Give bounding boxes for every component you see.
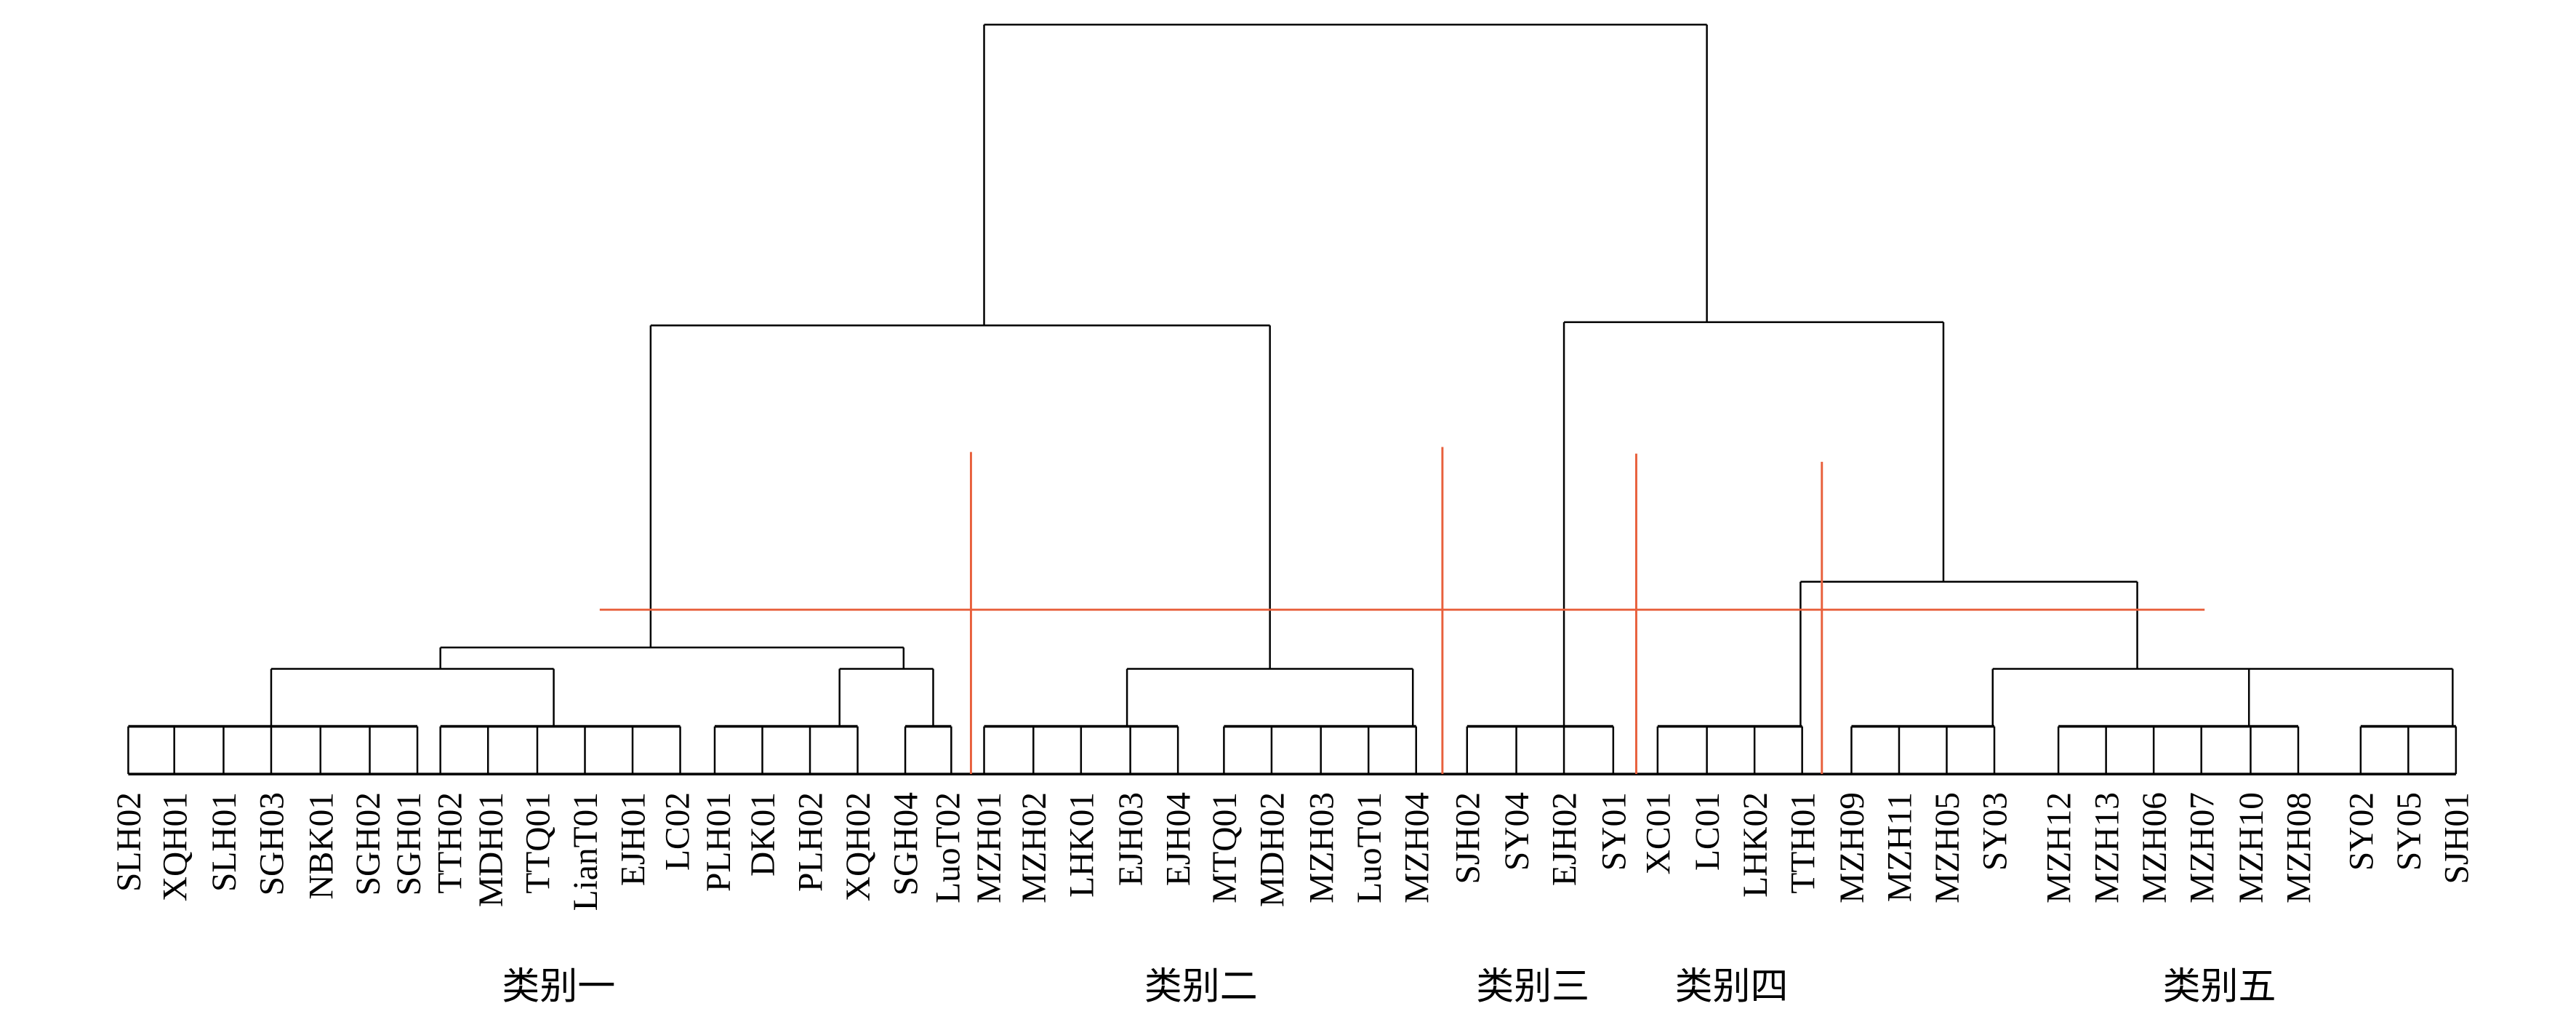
leaf-label: SGH01 — [390, 792, 428, 895]
leaf-label: MZH11 — [1882, 792, 1919, 902]
leaf-label: MZH10 — [2233, 792, 2271, 903]
leaf-label: SY03 — [1977, 792, 2015, 871]
leaf-label: LuoT02 — [929, 792, 967, 903]
leaf-label: LC01 — [1689, 792, 1727, 871]
leaf-label: SJH01 — [2438, 792, 2476, 885]
leaf-label: MZH06 — [2136, 792, 2174, 903]
leaf-label: MZH13 — [2088, 792, 2126, 903]
category-label: 类别三 — [1476, 965, 1589, 1009]
leaf-label: LHK01 — [1063, 792, 1101, 898]
leaf-label: EJH02 — [1546, 792, 1584, 886]
leaf-label: MZH04 — [1398, 792, 1436, 903]
category-label: 类别一 — [502, 965, 615, 1009]
leaf-label: LuoT01 — [1351, 792, 1389, 903]
category-label: 类别四 — [1675, 965, 1789, 1009]
leaf-label: EJH03 — [1112, 792, 1150, 886]
leaf-label: PLH02 — [793, 792, 830, 892]
leaf-label: SY02 — [2343, 792, 2380, 871]
leaf-label: XQH01 — [156, 792, 194, 901]
leaf-label: SJH02 — [1449, 792, 1487, 885]
leaf-label: SLH02 — [111, 792, 148, 892]
category-label: 类别二 — [1144, 965, 1258, 1009]
leaf-label: TTH01 — [1784, 792, 1822, 894]
leaf-label: NBK01 — [302, 792, 340, 900]
leaf-label: PLH01 — [700, 792, 738, 892]
leaf-label: SY04 — [1498, 792, 1536, 871]
leaf-label: DK01 — [745, 792, 782, 877]
leaf-label: MZH01 — [971, 792, 1008, 903]
leaf-label: MZH09 — [1834, 792, 1871, 903]
category-label: 类别五 — [2163, 965, 2276, 1009]
leaf-label: SGH02 — [350, 792, 388, 895]
leaf-label: LHK02 — [1737, 792, 1775, 898]
leaf-label: MTQ01 — [1206, 792, 1244, 903]
leaf-label: MZH12 — [2041, 792, 2079, 903]
leaf-label: SGH04 — [888, 792, 926, 895]
leaf-label: SLH01 — [206, 792, 244, 892]
leaf-label: MDH02 — [1254, 792, 1292, 907]
cluster-cut-lines — [599, 447, 2205, 775]
leaf-label: MDH01 — [473, 792, 510, 907]
leaf-label: MZH02 — [1016, 792, 1054, 903]
category-labels: 类别一 类别二 类别三 类别四 类别五 — [502, 965, 2276, 1009]
leaf-label: TTH02 — [432, 792, 470, 894]
leaf-label: EJH01 — [615, 792, 653, 886]
leaf-label: LC02 — [659, 792, 697, 871]
leaf-label: XQH02 — [840, 792, 878, 901]
leaf-label: MZH03 — [1303, 792, 1341, 903]
leaf-label: MZH07 — [2183, 792, 2221, 903]
leaf-label: TTQ01 — [520, 792, 558, 894]
dendrogram-tree — [127, 23, 2457, 775]
leaf-label: SGH03 — [254, 792, 292, 895]
leaf-label: EJH04 — [1160, 792, 1198, 886]
leaf-label: LianT01 — [567, 792, 605, 911]
leaf-labels: SLH02 XQH01 SLH01 SGH03 NBK01 SGH02 SGH01 TTH02… — [111, 792, 2476, 911]
leaf-label: MZH08 — [2281, 792, 2319, 903]
leaf-label: MZH05 — [1929, 792, 1967, 903]
leaf-label: SY01 — [1595, 792, 1633, 871]
leaf-label: SY05 — [2391, 792, 2428, 871]
leaf-label: XC01 — [1640, 792, 1677, 874]
